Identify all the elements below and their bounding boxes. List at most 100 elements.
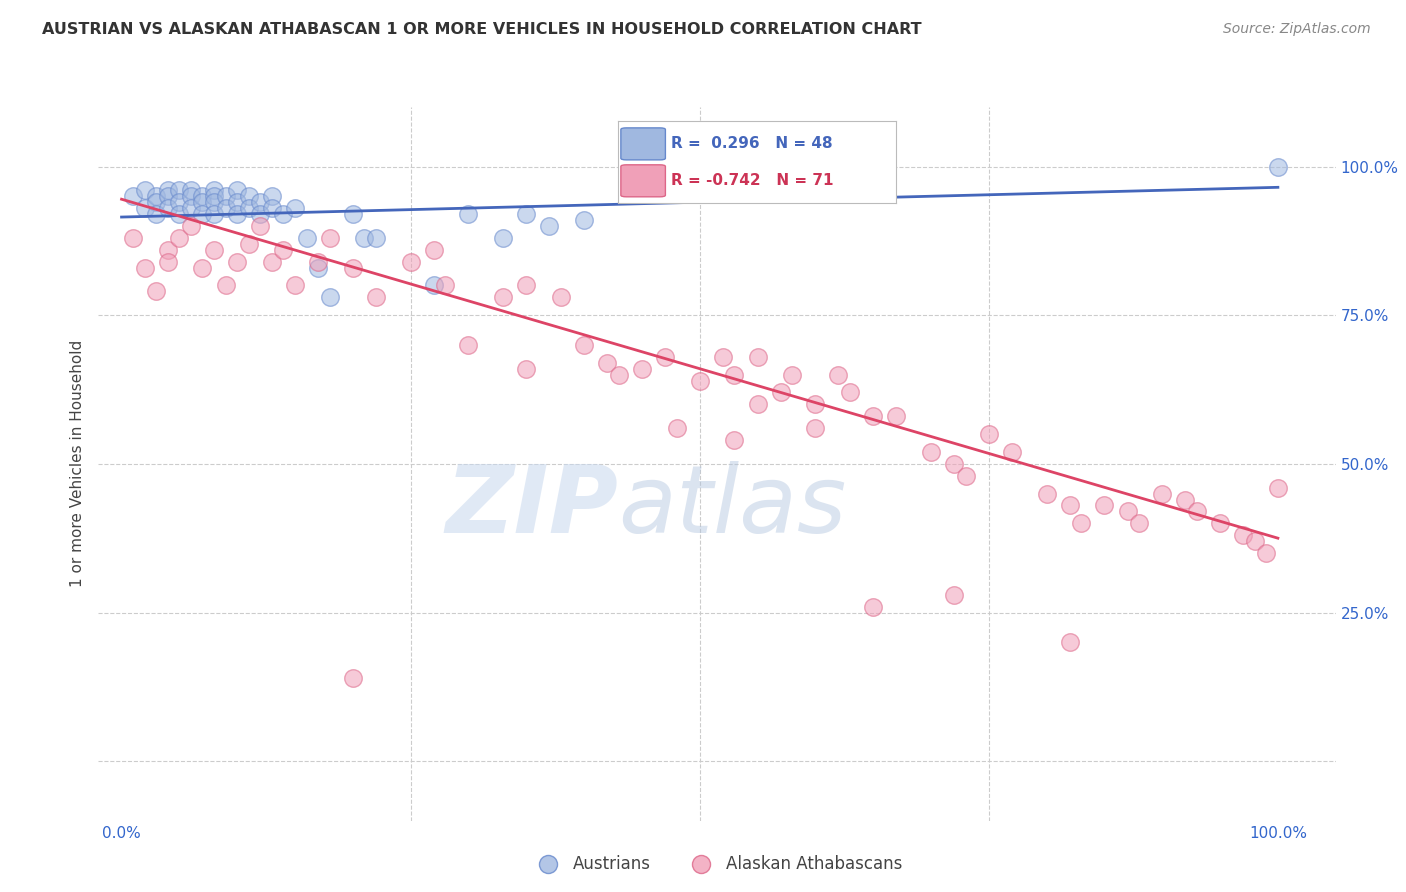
Point: [1243, 534, 1265, 549]
Point: [249, 219, 271, 233]
Point: [214, 278, 236, 293]
Point: [920, 445, 942, 459]
Point: [273, 207, 295, 221]
Point: [515, 278, 537, 293]
Point: [955, 468, 977, 483]
Point: [747, 397, 769, 411]
Point: [492, 290, 515, 304]
Point: [249, 207, 271, 221]
Point: [515, 207, 537, 221]
Point: [134, 201, 156, 215]
Point: [943, 588, 966, 602]
Point: [1185, 504, 1208, 518]
Point: [318, 290, 340, 304]
Point: [607, 368, 630, 382]
Point: [723, 433, 745, 447]
Point: [457, 207, 479, 221]
Point: [169, 207, 191, 221]
Point: [804, 397, 827, 411]
Point: [180, 189, 202, 203]
Y-axis label: 1 or more Vehicles in Household: 1 or more Vehicles in Household: [69, 340, 84, 588]
Point: [827, 368, 849, 382]
Point: [169, 183, 191, 197]
Point: [145, 285, 167, 299]
Point: [457, 338, 479, 352]
Point: [284, 201, 307, 215]
Point: [689, 374, 711, 388]
Point: [318, 231, 340, 245]
Point: [423, 243, 446, 257]
Point: [353, 231, 375, 245]
Legend: Austrians, Alaskan Athabascans: Austrians, Alaskan Athabascans: [524, 849, 910, 880]
Point: [226, 207, 249, 221]
Point: [1267, 160, 1289, 174]
Point: [572, 213, 595, 227]
Point: [156, 201, 179, 215]
Point: [145, 207, 167, 221]
Point: [260, 189, 283, 203]
Point: [515, 361, 537, 376]
Point: [122, 231, 145, 245]
Point: [862, 409, 884, 424]
Point: [169, 195, 191, 210]
Point: [249, 195, 271, 210]
Point: [747, 350, 769, 364]
Text: R = -0.742   N = 71: R = -0.742 N = 71: [671, 173, 834, 188]
Text: ZIP: ZIP: [446, 460, 619, 553]
Point: [156, 183, 179, 197]
Point: [134, 183, 156, 197]
Point: [1035, 486, 1057, 500]
Point: [202, 195, 225, 210]
Point: [943, 457, 966, 471]
Point: [1059, 499, 1081, 513]
Point: [202, 183, 225, 197]
Point: [238, 236, 260, 251]
Point: [226, 254, 249, 268]
Point: [202, 207, 225, 221]
Point: [122, 189, 145, 203]
Point: [342, 207, 364, 221]
Point: [342, 671, 364, 685]
Point: [399, 254, 422, 268]
Point: [238, 189, 260, 203]
Point: [156, 254, 179, 268]
Point: [284, 278, 307, 293]
Point: [492, 231, 515, 245]
Point: [180, 219, 202, 233]
Point: [191, 207, 214, 221]
Point: [238, 201, 260, 215]
Point: [631, 361, 654, 376]
Point: [180, 201, 202, 215]
Point: [780, 368, 803, 382]
Point: [202, 189, 225, 203]
Text: AUSTRIAN VS ALASKAN ATHABASCAN 1 OR MORE VEHICLES IN HOUSEHOLD CORRELATION CHART: AUSTRIAN VS ALASKAN ATHABASCAN 1 OR MORE…: [42, 22, 922, 37]
Point: [169, 231, 191, 245]
Point: [1059, 635, 1081, 649]
Point: [364, 290, 387, 304]
Point: [342, 260, 364, 275]
Point: [596, 356, 619, 370]
Point: [307, 260, 329, 275]
Point: [665, 421, 688, 435]
Point: [538, 219, 561, 233]
Text: atlas: atlas: [619, 461, 846, 552]
Point: [273, 243, 295, 257]
Point: [1232, 528, 1254, 542]
Point: [260, 201, 283, 215]
Point: [156, 243, 179, 257]
Point: [423, 278, 446, 293]
FancyBboxPatch shape: [621, 165, 665, 197]
Point: [214, 201, 236, 215]
Point: [1267, 481, 1289, 495]
Point: [191, 189, 214, 203]
Point: [307, 254, 329, 268]
Point: [723, 368, 745, 382]
Point: [191, 195, 214, 210]
Point: [862, 599, 884, 614]
Point: [1001, 445, 1024, 459]
Point: [214, 189, 236, 203]
Point: [1070, 516, 1092, 531]
Point: [769, 385, 792, 400]
FancyBboxPatch shape: [621, 128, 665, 160]
Point: [156, 189, 179, 203]
